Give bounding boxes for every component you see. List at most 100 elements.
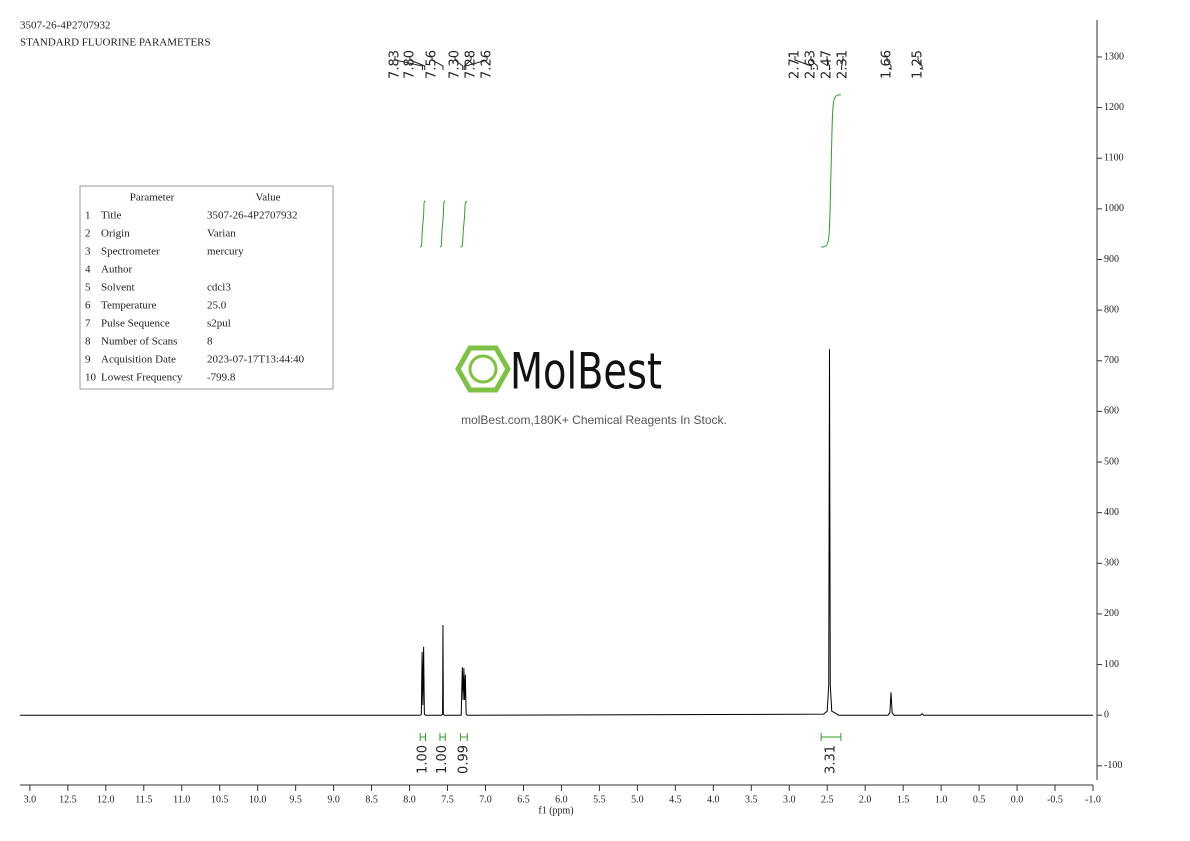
integral-label: 0.99 [456,745,471,774]
x-tick-label: -1.0 [1085,794,1101,805]
parameter-name: Number of Scans [101,336,177,348]
y-tick-label: 600 [1104,406,1119,417]
row-number: 5 [85,282,91,294]
x-tick-label: 7.5 [441,794,454,805]
x-tick-label: 12.0 [97,794,115,805]
tagline: molBest.com,180K+ Chemical Reagents In S… [461,413,727,427]
integral-curve [420,200,426,248]
integral-bracket [419,733,427,741]
logo [455,345,511,393]
x-tick-label: 4.5 [669,794,682,805]
peak-label: 7.30 [448,50,463,79]
parameter-value: Varian [207,228,236,240]
row-number: 1 [85,210,91,222]
x-tick-label: 3.5 [745,794,758,805]
parameter-value: -799.8 [207,372,236,384]
x-tick-label: 11.0 [173,794,190,805]
parameter-name: Pulse Sequence [101,318,170,330]
x-tick-label: 9.5 [289,794,302,805]
integral-label: 1.00 [415,745,430,774]
integral-curve [439,200,446,248]
x-axis-label: f1 (ppm) [538,805,573,816]
peak-label: 2.31 [836,50,851,79]
peak-label: 2.63 [804,50,819,79]
parameter-value: 3507-26-4P2707932 [207,210,297,222]
y-tick-label: 700 [1104,355,1119,366]
peak-connector [886,56,892,70]
peak-connector [794,56,812,70]
y-tick-label: 1200 [1104,102,1124,113]
column-header: Parameter [130,192,175,204]
peak-connector [826,56,830,70]
x-tick-label: 1.0 [935,794,948,805]
row-number: 3 [85,246,91,258]
parameter-value: 25.0 [207,300,227,312]
parameter-value: s2pul [207,318,231,330]
row-number: 4 [85,264,91,276]
peak-connector [465,56,488,70]
parameter-name: Origin [101,228,130,240]
integral-label: 1.00 [435,745,450,774]
integral-curve [460,200,468,248]
peak-label: 1.66 [880,50,895,79]
integral-bracket [820,733,842,741]
y-tick-label: 900 [1104,254,1119,265]
parameter-value: 8 [207,336,213,348]
integral-bracket [459,733,468,741]
x-tick-label: 0.0 [1011,794,1024,805]
parameter-name: Solvent [101,282,135,294]
peak-connector [917,56,923,70]
x-tick-label: 2.0 [859,794,872,805]
peak-connector [463,56,472,70]
parameter-name: Spectrometer [101,246,160,258]
peak-label: 7.26 [480,50,495,79]
integral-curve [821,94,841,248]
row-number: 8 [85,336,91,348]
peak-label: 7.56 [425,50,440,79]
x-tick-label: 7.0 [479,794,492,805]
column-header: Value [255,192,280,204]
spectrum-line [20,349,1093,716]
x-tick-label: 5.5 [593,794,606,805]
x-tick-label: 8.5 [365,794,378,805]
x-tick-label: 4.0 [707,794,720,805]
x-tick-label: 3.0 [24,794,37,805]
y-tick-label: 300 [1104,558,1119,569]
peak-connector [409,56,426,70]
y-tick-label: 800 [1104,304,1119,315]
parameter-name: Author [101,264,133,276]
brand: MolBest [510,343,662,401]
peak-connector [431,56,444,70]
parameter-name: Acquisition Date [101,354,176,366]
y-tick-label: -100 [1104,760,1122,771]
x-tick-label: 12.5 [59,794,77,805]
x-tick-label: 11.5 [135,794,152,805]
row-number: 6 [85,300,91,312]
parameter-value: cdcl3 [207,282,231,294]
row-number: 10 [85,372,97,384]
y-tick-label: 1300 [1104,51,1124,62]
peak-connector [454,56,464,70]
peak-connector [841,56,844,70]
x-tick-label: 5.0 [631,794,644,805]
parameter-name: Title [101,210,122,222]
row-number: 7 [85,318,91,330]
row-number: 9 [85,354,91,366]
x-tick-label: 10.5 [211,794,229,805]
x-tick-label: 0.5 [973,794,986,805]
sample-id: 3507-26-4P2707932 [20,20,110,32]
y-tick-label: 200 [1104,608,1119,619]
parameter-table [79,185,334,390]
x-tick-label: 3.0 [783,794,796,805]
x-tick-label: 6.5 [517,794,530,805]
peak-connector [394,56,423,70]
parameter-value: mercury [207,246,244,258]
x-tick-label: 10.0 [249,794,267,805]
peak-label: 7.83 [388,50,403,79]
y-tick-label: 1100 [1104,153,1124,164]
x-tick-label: 6.0 [555,794,568,805]
parameter-name: Lowest Frequency [101,372,183,384]
x-tick-label: 9.0 [327,794,340,805]
y-tick-label: 100 [1104,659,1119,670]
